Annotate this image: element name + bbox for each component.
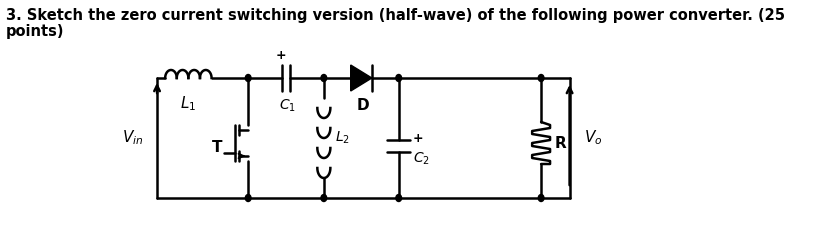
Circle shape — [396, 74, 401, 81]
Circle shape — [539, 194, 544, 202]
Circle shape — [246, 74, 251, 81]
Text: R: R — [554, 135, 565, 151]
Polygon shape — [351, 65, 372, 91]
Circle shape — [321, 194, 326, 202]
Text: +: + — [413, 131, 424, 144]
Text: 3. Sketch the zero current switching version (half-wave) of the following power : 3. Sketch the zero current switching ver… — [6, 8, 785, 23]
Circle shape — [246, 194, 251, 202]
Text: $V_{in}$: $V_{in}$ — [122, 129, 144, 147]
Text: $C_2$: $C_2$ — [413, 151, 429, 167]
Text: $L_2$: $L_2$ — [335, 130, 350, 146]
Text: points): points) — [6, 24, 64, 39]
Text: T: T — [212, 140, 223, 155]
Text: $L_1$: $L_1$ — [180, 94, 197, 113]
Text: +: + — [276, 49, 286, 62]
Circle shape — [321, 74, 326, 81]
Text: $C_1$: $C_1$ — [279, 98, 296, 114]
Text: D: D — [357, 98, 369, 113]
Circle shape — [539, 74, 544, 81]
Circle shape — [396, 194, 401, 202]
Text: $V_o$: $V_o$ — [584, 129, 603, 147]
